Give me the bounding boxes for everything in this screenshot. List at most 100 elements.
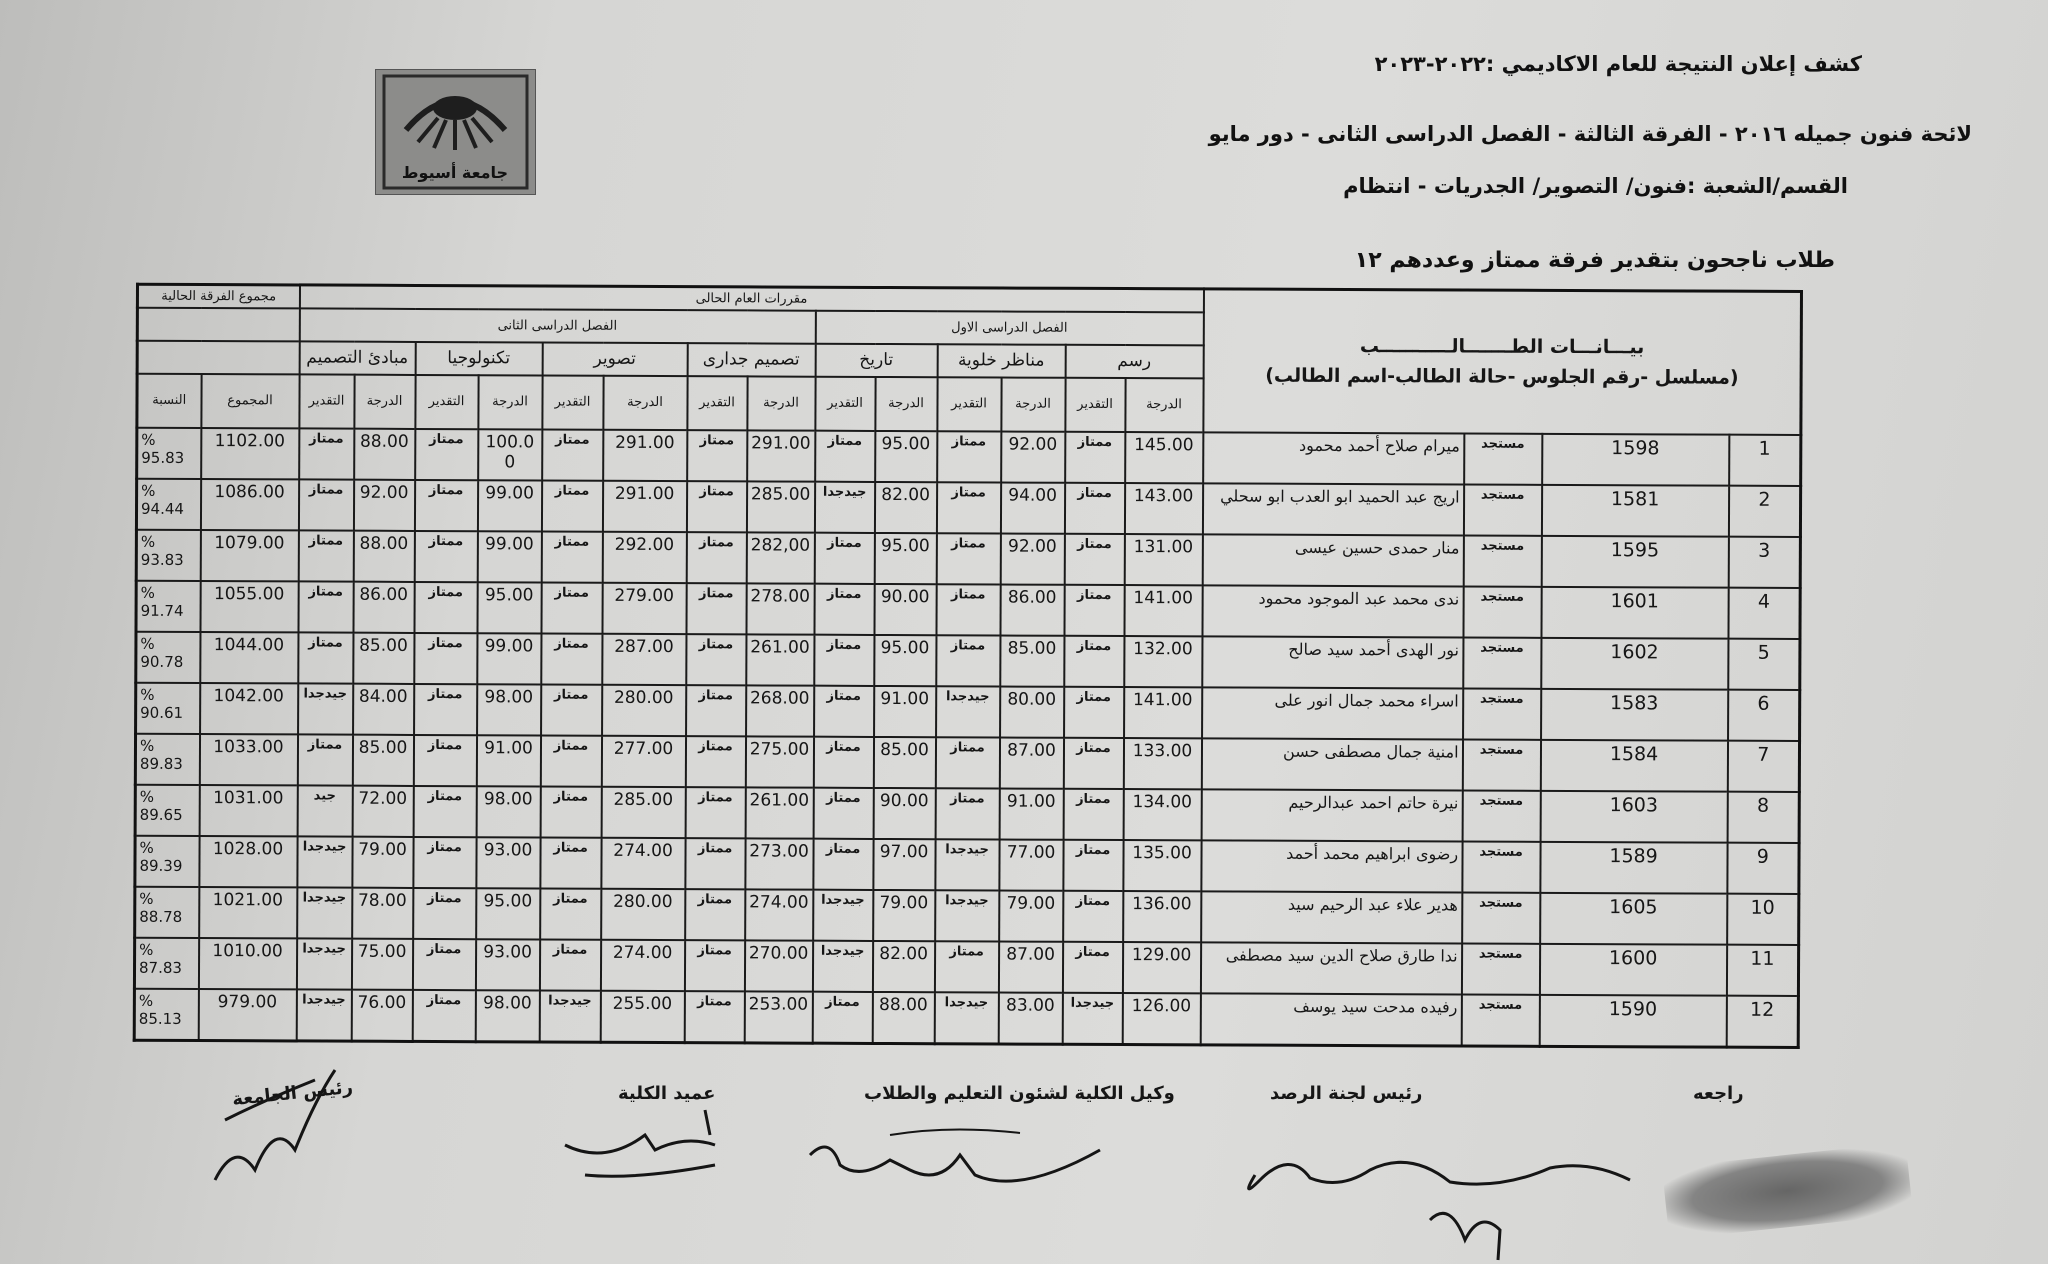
grade-cell: 82.00 xyxy=(874,481,937,533)
estimate-cell: ممتاز xyxy=(1063,788,1124,840)
estimate-cell: ممتاز xyxy=(1062,890,1123,942)
grade-cell: 132.00 xyxy=(1123,635,1203,687)
seat-number-cell: 1590 xyxy=(1539,994,1727,1047)
grade-cell: 83.00 xyxy=(998,991,1063,1044)
estimate-header: التقدير xyxy=(541,374,604,430)
total-cell: 1079.00 xyxy=(200,529,299,581)
logo-emblem-icon: جامعة أسيوط xyxy=(382,74,529,190)
student-name-cell: نيرة حاتم احمد عبدالرحيم xyxy=(1201,788,1463,842)
table-row: 12 1590 مستجد رفيده مدحت سيد يوسف 126.00 جيدج… xyxy=(134,988,1799,1047)
grade-cell: 279.00 xyxy=(602,582,687,634)
grade-cell: 90.00 xyxy=(873,787,936,839)
estimate-cell: ممتاز xyxy=(412,989,476,1042)
percent-cell: % 89.83 xyxy=(135,733,200,785)
grade-header: الدرجة xyxy=(353,374,416,429)
percent-cell: % 91.74 xyxy=(135,580,201,632)
grade-cell: 285.00 xyxy=(746,480,815,533)
estimate-cell: ممتاز xyxy=(686,480,747,532)
grade-cell: 255.00 xyxy=(600,990,685,1043)
estimate-cell: ممتاز xyxy=(414,428,478,480)
estimate-cell: ممتاز xyxy=(540,785,602,838)
estimate-cell: ممتاز xyxy=(414,530,478,582)
course-header: تاريخ xyxy=(815,343,938,377)
reviewer-label: راجعه xyxy=(1693,1083,1744,1104)
estimate-cell: جيد xyxy=(297,784,353,837)
estimate-cell: ممتاز xyxy=(412,836,477,888)
estimate-cell: ممتاز xyxy=(539,938,601,991)
grade-cell: 72.00 xyxy=(352,785,414,837)
status-cell: مستجد xyxy=(1462,688,1541,740)
status-cell: مستجد xyxy=(1462,637,1542,689)
status-cell: مستجد xyxy=(1463,484,1542,536)
estimate-cell: ممتاز xyxy=(686,429,747,481)
grade-cell: 95.00 xyxy=(874,532,937,584)
estimate-cell: ممتاز xyxy=(1064,533,1125,585)
status-cell: مستجد xyxy=(1463,433,1542,485)
estimate-cell: ممتاز xyxy=(813,685,874,737)
semester1-header: الفصل الدراسى الاول xyxy=(815,310,1204,345)
total-cell: 1028.00 xyxy=(198,835,298,887)
estimate-cell: ممتاز xyxy=(414,581,478,633)
estimate-cell: ممتاز xyxy=(814,430,875,482)
estimate-cell: ممتاز xyxy=(1063,686,1124,738)
estimate-cell: ممتاز xyxy=(541,530,603,583)
estimate-cell: ممتاز xyxy=(936,583,1001,635)
grade-header: الدرجة xyxy=(1124,377,1204,432)
grade-cell: 141.00 xyxy=(1124,584,1203,636)
seat-number-cell: 1605 xyxy=(1539,892,1727,945)
estimate-cell: ممتاز xyxy=(413,785,477,837)
estimate-cell: ممتاز xyxy=(298,478,354,531)
grade-cell: 280.00 xyxy=(601,684,686,736)
estimate-cell: ممتاز xyxy=(685,735,746,787)
estimate-cell: جيدجدا xyxy=(297,682,353,735)
estimate-cell: ممتاز xyxy=(934,940,999,992)
estimate-header: التقدير xyxy=(1064,377,1126,432)
status-cell: مستجد xyxy=(1461,892,1540,944)
serial-cell: 10 xyxy=(1726,893,1799,945)
estimate-cell: ممتاز xyxy=(540,683,602,736)
estimate-cell: ممتاز xyxy=(684,939,745,991)
student-name-cell: هدير علاء عبد الرحيم سيد xyxy=(1200,890,1462,944)
president-signature xyxy=(213,1069,337,1181)
serial-cell: 7 xyxy=(1727,740,1800,792)
serial-cell: 1 xyxy=(1728,434,1801,486)
estimate-cell: جيدجدا xyxy=(814,481,875,533)
grade-cell: 99.00 xyxy=(477,479,542,531)
student-name-cell: ميرام صلاح أحمد محمود xyxy=(1202,431,1464,485)
percent-cell: % 93.83 xyxy=(136,529,201,581)
estimate-cell: ممتاز xyxy=(685,633,747,685)
grade-cell: 88.00 xyxy=(353,530,415,582)
estimate-cell: ممتاز xyxy=(936,532,1001,584)
grade-cell: 85.00 xyxy=(352,734,414,786)
estimate-cell: جيدجدا xyxy=(935,685,1000,737)
course-header: مبادئ التصميم xyxy=(299,340,416,375)
estimate-cell: جيدجدا xyxy=(296,886,352,939)
grade-cell: 136.00 xyxy=(1122,890,1201,942)
grade-cell: 278.00 xyxy=(746,582,815,635)
estimate-cell: ممتاز xyxy=(684,888,745,940)
grade-cell: 78.00 xyxy=(351,887,413,939)
student-name-cell: نور الهدى أحمد سيد صالح xyxy=(1201,635,1464,689)
grade-cell: 94.00 xyxy=(1000,482,1065,534)
total-cell: 979.00 xyxy=(198,988,297,1041)
percent-header: النسبة xyxy=(136,373,202,428)
regulation-line: لائحة فنون جميله ٢٠١٦ - الفرقة الثالثة -… xyxy=(1208,122,1972,146)
estimate-cell: ممتاز xyxy=(540,632,603,685)
estimate-cell: ممتاز xyxy=(1062,941,1123,993)
grade-cell: 129.00 xyxy=(1122,941,1201,993)
percent-cell: % 89.65 xyxy=(135,784,200,836)
grade-cell: 261.00 xyxy=(745,786,814,839)
grade-cell: 95.00 xyxy=(477,581,542,633)
status-cell: مستجد xyxy=(1462,790,1541,842)
estimate-cell: جيدجدا xyxy=(1062,992,1123,1045)
percent-cell: % 87.83 xyxy=(134,937,199,989)
grade-cell: 84.00 xyxy=(352,683,414,735)
serial-cell: 6 xyxy=(1727,689,1800,741)
estimate-cell: ممتاز xyxy=(1062,839,1124,891)
table-row: 11 1600 مستجد ندا طارق صلاح الدين سيد مصطفى… xyxy=(134,937,1799,996)
percent-cell: % 88.78 xyxy=(134,886,199,938)
estimate-cell: جيدجدا xyxy=(812,940,873,992)
estimate-cell: ممتاز xyxy=(1064,482,1125,534)
table-row: 8 1603 مستجد نيرة حاتم احمد عبدالرحيم 134.00… xyxy=(135,784,1800,843)
seat-number-cell: 1603 xyxy=(1540,790,1728,843)
